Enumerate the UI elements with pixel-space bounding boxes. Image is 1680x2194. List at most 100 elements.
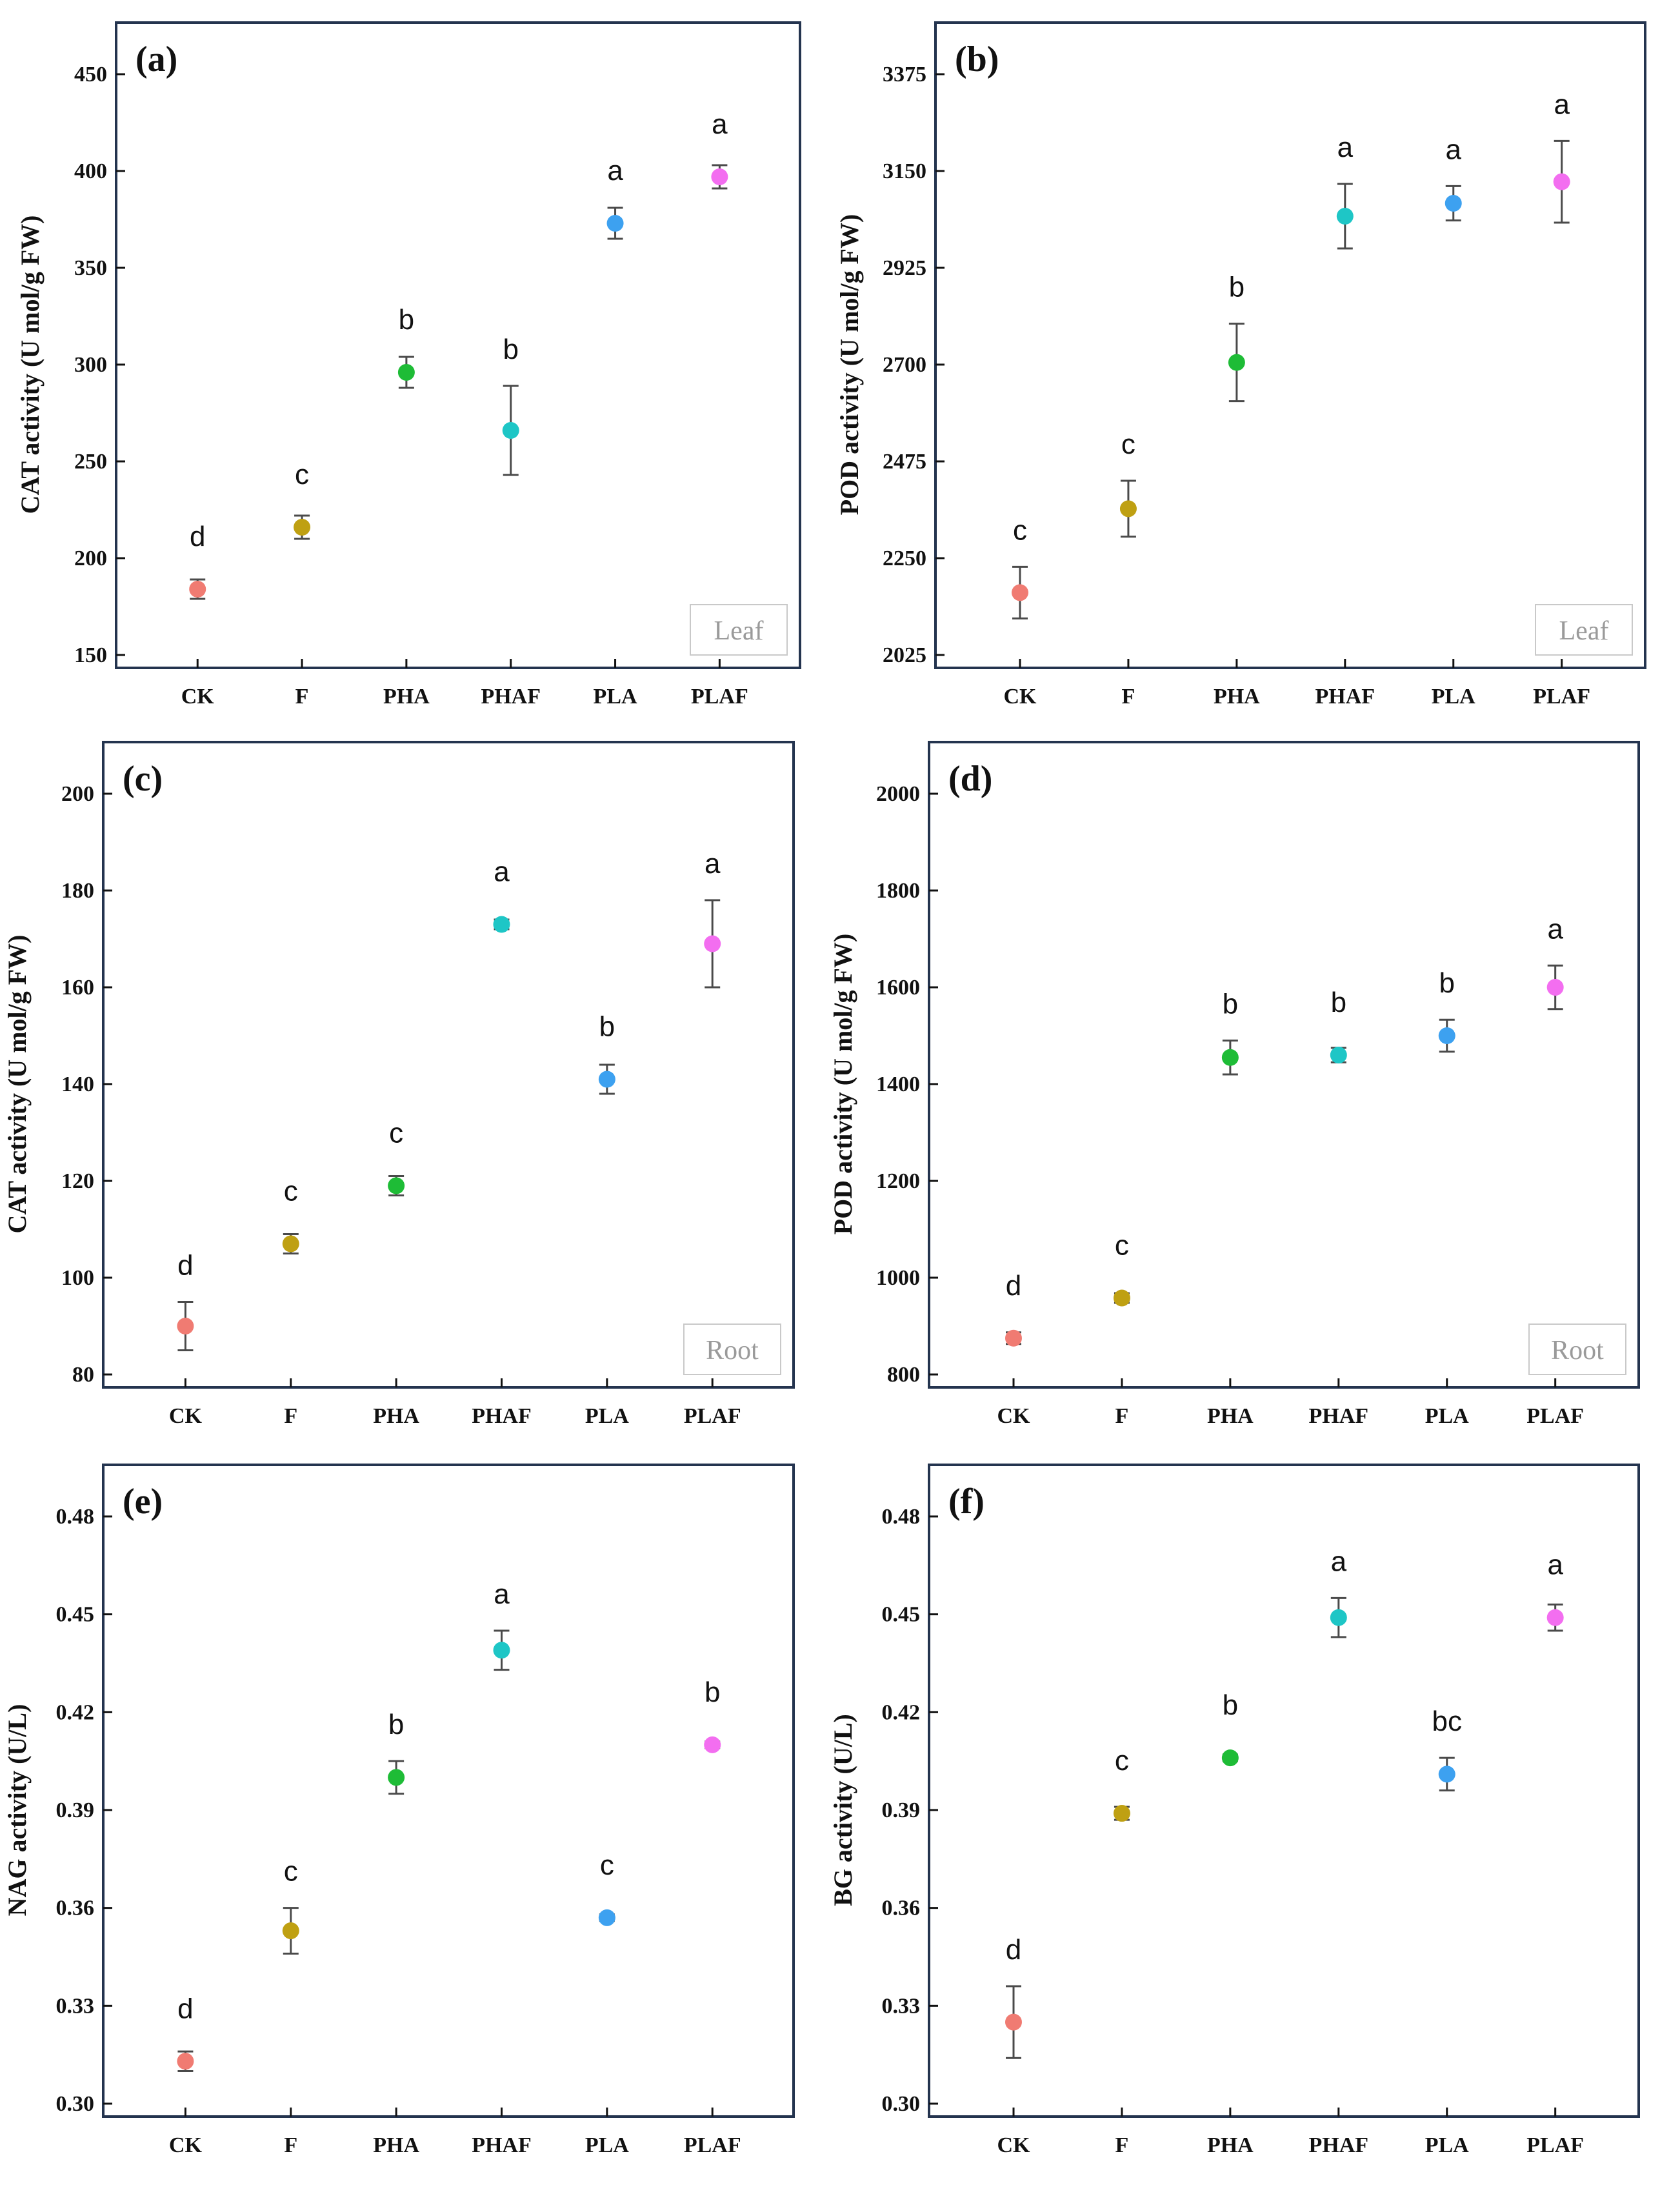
- data-point: [1119, 500, 1137, 518]
- significance-letter: b: [1331, 987, 1346, 1018]
- y-tick-label: 150: [74, 643, 107, 667]
- plot-frame: [928, 741, 1640, 1389]
- tissue-label: Root: [706, 1336, 759, 1365]
- x-tick-label: CK: [169, 2133, 203, 2157]
- data-point: [388, 1769, 405, 1786]
- significance-letter: a: [1547, 1549, 1563, 1581]
- x-tick-label: CK: [169, 1404, 203, 1428]
- panel-label: (e): [123, 1482, 163, 1522]
- y-tick-label: 0.36: [56, 1897, 95, 1920]
- significance-letter: b: [503, 334, 518, 365]
- y-tick-label: 100: [61, 1266, 94, 1290]
- y-axis-title: POD activity (U mol/g FW): [828, 934, 857, 1235]
- significance-letter: b: [1223, 1689, 1238, 1721]
- x-tick-label: PLAF: [684, 2133, 741, 2157]
- y-tick-label: 300: [74, 353, 107, 377]
- data-point: [1011, 584, 1028, 601]
- x-tick-label: PLAF: [1533, 685, 1590, 709]
- y-tick-label: 0.42: [56, 1700, 95, 1724]
- data-point: [704, 1736, 721, 1753]
- y-tick-label: 350: [74, 256, 107, 280]
- x-tick-label: PLAF: [684, 1404, 741, 1428]
- panel-label: (a): [135, 39, 177, 79]
- significance-letter: d: [1006, 1270, 1021, 1302]
- y-axis-title: NAG activity (U/L): [3, 1704, 32, 1917]
- x-tick-label: F: [295, 685, 309, 709]
- significance-letter: c: [284, 1176, 298, 1207]
- data-point: [189, 581, 206, 598]
- data-point: [711, 168, 728, 185]
- x-tick-label: PHAF: [481, 685, 541, 709]
- tissue-label: Leaf: [1559, 616, 1609, 646]
- panel-e: 0.30 0.33 0.36 0.39 0.42 0.45 0.48 NAG activity…: [3, 1464, 795, 2157]
- y-tick-label: 0.39: [56, 1798, 95, 1822]
- significance-letter: b: [1439, 967, 1455, 999]
- significance-letter: a: [494, 1578, 510, 1610]
- y-tick-label: 800: [887, 1363, 920, 1387]
- panel-a: 150 200 250 300 350 400 450 CAT activity (U mol…: [15, 21, 801, 709]
- significance-letter: a: [494, 856, 510, 888]
- x-tick-label: PLA: [1432, 685, 1475, 709]
- tissue-legend-box: [683, 1323, 781, 1375]
- plot-frame: [102, 1464, 795, 2118]
- y-tick-label: 0.36: [882, 1897, 921, 1920]
- significance-letter: c: [1121, 428, 1135, 460]
- significance-letter: b: [705, 1676, 720, 1708]
- y-tick-label: 0.42: [882, 1700, 921, 1724]
- panel-c: 80 100 120 140 160 180 200 CAT activity (U mol/…: [3, 741, 795, 1428]
- y-tick-label: 180: [61, 879, 94, 903]
- significance-letter: b: [1229, 272, 1245, 303]
- significance-letter: c: [295, 459, 309, 490]
- significance-letter: a: [705, 848, 721, 880]
- x-tick-label: CK: [997, 2133, 1030, 2157]
- y-tick-label: 0.45: [56, 1603, 95, 1627]
- data-point: [502, 422, 519, 439]
- panel-d: 800 1000 1200 1400 1600 1800 2000 POD activity …: [828, 741, 1640, 1428]
- y-tick-label: 1600: [876, 976, 920, 1000]
- data-point: [1546, 979, 1564, 996]
- panel-b: 2025 2250 2475 2700 2925 3150 3375 POD activity…: [835, 21, 1646, 709]
- x-tick-label: PHAF: [472, 1404, 532, 1428]
- significance-letter: b: [1223, 989, 1238, 1020]
- y-tick-label: 3375: [883, 63, 926, 86]
- data-point: [397, 364, 415, 381]
- data-point: [1438, 1766, 1455, 1783]
- data-point: [1005, 2013, 1022, 2031]
- data-point: [1221, 1049, 1239, 1066]
- significance-letter: b: [599, 1011, 615, 1043]
- y-axis-title: CAT activity (U mol/g FW): [3, 935, 32, 1234]
- x-tick-label: PHA: [383, 685, 430, 709]
- x-tick-label: PHAF: [472, 2133, 532, 2157]
- y-tick-label: 0.48: [882, 1505, 921, 1529]
- significance-letter: a: [712, 108, 728, 140]
- x-tick-label: PHA: [1207, 2133, 1254, 2157]
- x-tick-label: CK: [181, 685, 215, 709]
- data-point: [1438, 1027, 1455, 1044]
- data-point: [598, 1071, 615, 1088]
- y-tick-label: 3150: [883, 159, 926, 183]
- significance-letter: d: [190, 521, 205, 552]
- data-point: [1546, 1609, 1564, 1626]
- x-tick-label: PHAF: [1315, 685, 1375, 709]
- significance-letter: a: [1554, 88, 1570, 120]
- y-tick-label: 120: [61, 1169, 94, 1193]
- x-tick-label: F: [284, 2133, 297, 2157]
- x-tick-label: PHAF: [1309, 2133, 1369, 2157]
- significance-letter: b: [388, 1709, 404, 1740]
- significance-letter: c: [1115, 1230, 1129, 1262]
- significance-letter: c: [1115, 1745, 1129, 1776]
- y-tick-label: 200: [74, 547, 107, 570]
- data-point: [1336, 208, 1354, 225]
- plot-frame: [928, 1464, 1640, 2118]
- significance-letter: a: [1331, 1545, 1347, 1577]
- x-tick-label: PLA: [1425, 2133, 1469, 2157]
- y-tick-label: 80: [72, 1363, 94, 1387]
- data-point: [606, 215, 624, 232]
- y-tick-label: 1800: [876, 879, 920, 903]
- data-point: [1228, 354, 1245, 371]
- data-point: [704, 935, 721, 952]
- y-axis-title: CAT activity (U mol/g FW): [15, 216, 45, 514]
- significance-letter: d: [177, 1250, 193, 1282]
- x-tick-label: F: [1115, 2133, 1129, 2157]
- data-point: [1553, 173, 1570, 190]
